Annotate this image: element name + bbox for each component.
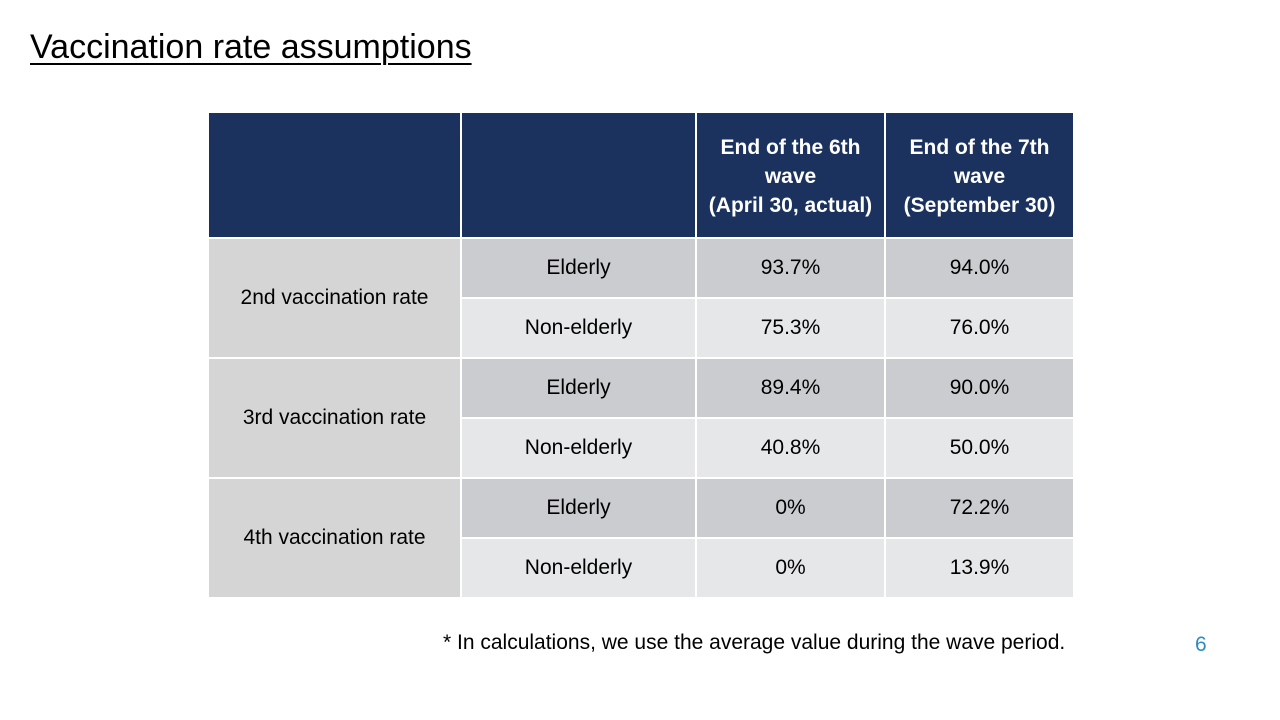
wave7-cell: 94.0%	[884, 237, 1075, 299]
category-cell: Elderly	[460, 477, 697, 539]
wave7-cell: 72.2%	[884, 477, 1075, 539]
footnote: * In calculations, we use the average va…	[443, 631, 1066, 654]
wave7-cell: 50.0%	[884, 417, 1075, 479]
wave7-cell: 90.0%	[884, 357, 1075, 419]
page-number: 6	[1195, 633, 1207, 656]
wave7-cell: 13.9%	[884, 537, 1075, 599]
table-row: 2nd vaccination rate Elderly 93.7% 94.0%	[207, 237, 1075, 359]
wave7-cell: 76.0%	[884, 297, 1075, 359]
header-blank-cell	[207, 111, 462, 239]
category-cell: Elderly	[460, 237, 697, 299]
header-7th-wave-line2: (September 30)	[903, 193, 1056, 217]
table-row: Non-elderly 40.8% 50.0%	[208, 417, 1075, 479]
category-cell: Non-elderly	[460, 297, 697, 359]
wave6-cell: 40.8%	[695, 417, 886, 479]
group-label: 3rd vaccination rate	[207, 357, 462, 479]
category-cell: Non-elderly	[460, 537, 697, 599]
table-row: Non-elderly 0% 13.9%	[208, 537, 1075, 599]
group-label: 2nd vaccination rate	[207, 237, 462, 359]
wave6-cell: 0%	[695, 537, 886, 599]
group-label: 4th vaccination rate	[207, 477, 462, 599]
wave6-cell: 0%	[695, 477, 886, 539]
header-blank-cell-2	[460, 111, 697, 239]
table-header-row: End of the 6th wave (April 30, actual) E…	[207, 111, 1075, 239]
header-7th-wave-line1: End of the 7th wave	[909, 135, 1050, 188]
wave6-cell: 75.3%	[695, 297, 886, 359]
header-6th-wave: End of the 6th wave (April 30, actual)	[695, 111, 886, 239]
header-7th-wave: End of the 7th wave (September 30)	[884, 111, 1075, 239]
slide-title: Vaccination rate assumptions	[30, 28, 472, 66]
table-row: 4th vaccination rate Elderly 0% 72.2%	[207, 477, 1075, 599]
header-6th-wave-line2: (April 30, actual)	[708, 193, 873, 217]
category-cell: Non-elderly	[460, 417, 697, 479]
table-row: 3rd vaccination rate Elderly 89.4% 90.0%	[207, 357, 1075, 479]
category-cell: Elderly	[460, 357, 697, 419]
table-row: Non-elderly 75.3% 76.0%	[208, 297, 1075, 359]
wave6-cell: 93.7%	[695, 237, 886, 299]
header-6th-wave-line1: End of the 6th wave	[720, 135, 861, 188]
vaccination-rate-table: End of the 6th wave (April 30, actual) E…	[207, 111, 1075, 599]
wave6-cell: 89.4%	[695, 357, 886, 419]
